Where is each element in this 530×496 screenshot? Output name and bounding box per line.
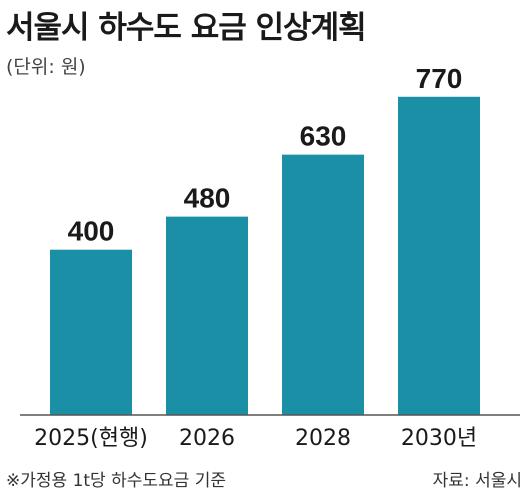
bars-group: [50, 96, 480, 416]
category-label-2: 2028: [295, 426, 351, 451]
chart-title: 서울시 하수도 요금 인상계획: [6, 10, 367, 46]
value-label-0: 400: [68, 216, 115, 247]
category-label-1: 2026: [179, 426, 235, 451]
value-label-2: 630: [300, 121, 347, 152]
unit-label: (단위: 원): [6, 56, 86, 78]
bar-1: [166, 216, 248, 415]
value-label-1: 480: [184, 183, 231, 214]
source-label: 자료: 서울시: [432, 471, 522, 491]
value-label-3: 770: [416, 63, 463, 94]
labels-group: 400 2025(현행) 480 2026 630 2028 770 2030년: [34, 63, 477, 451]
category-label-3: 2030년: [401, 426, 477, 451]
bar-0: [50, 249, 132, 415]
bar-2: [282, 154, 364, 415]
category-label-0: 2025(현행): [34, 426, 148, 451]
footnote: ※가정용 1t당 하수도요금 기준: [6, 471, 226, 491]
bar-3: [398, 96, 480, 416]
